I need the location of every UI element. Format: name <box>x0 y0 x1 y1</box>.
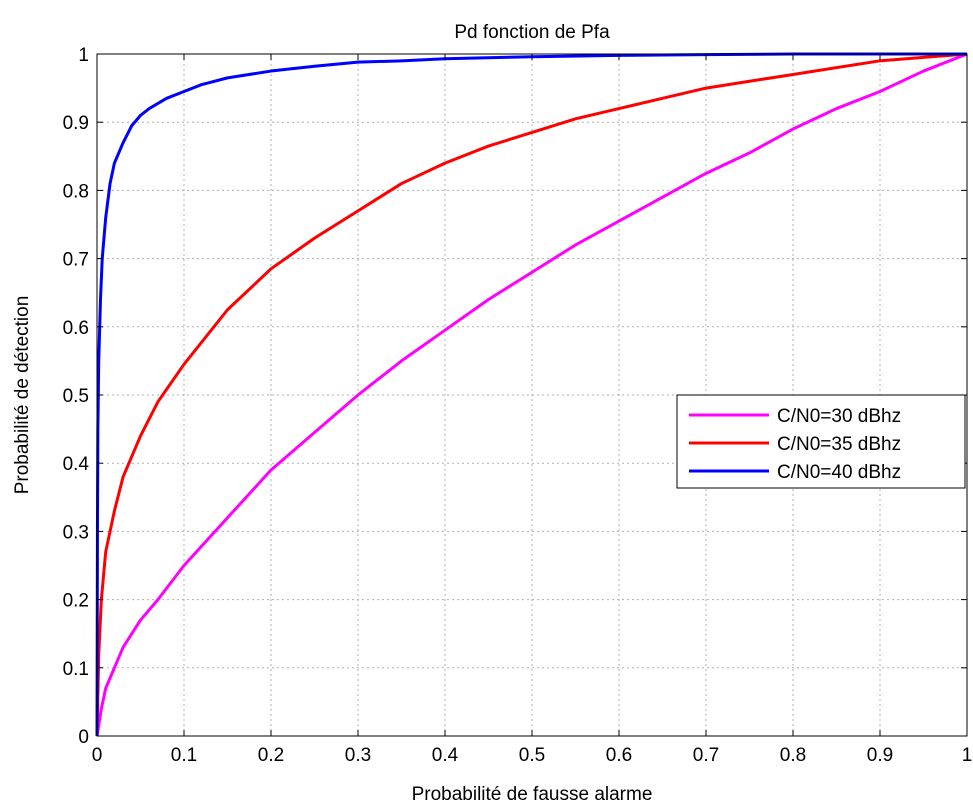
y-tick-label: 0.8 <box>63 181 89 202</box>
x-axis-label: Probabilité de fausse alarme <box>412 784 653 805</box>
x-tick-label: 0.3 <box>345 745 371 766</box>
series-group <box>95 52 968 737</box>
x-tick-label: 0.8 <box>780 745 806 766</box>
y-tick-label: 1 <box>78 45 89 66</box>
x-tick-label: 0.4 <box>432 745 459 766</box>
y-tick-label: 0.2 <box>63 591 89 612</box>
x-tick-label: 0.1 <box>171 745 197 766</box>
y-tick-label: 0.4 <box>63 454 90 475</box>
x-tick-label: 0.9 <box>867 745 893 766</box>
series-line-3 <box>95 52 967 737</box>
legend-entry-1: C/N0=30 dBhz <box>777 406 901 427</box>
y-tick-label: 0.7 <box>63 250 89 271</box>
y-tick-label: 0 <box>78 727 89 748</box>
x-tick-label: 1 <box>962 745 973 766</box>
chart-title: Pd fonction de Pfa <box>454 22 610 43</box>
legend-entry-2: C/N0=35 dBhz <box>777 434 901 455</box>
y-axis-label: Probabilité de détection <box>12 296 33 495</box>
legend-entry-3: C/N0=40 dBhz <box>777 462 901 483</box>
series-line-2 <box>95 52 968 737</box>
series-line-1 <box>95 52 968 737</box>
y-tick-label: 0.5 <box>63 386 89 407</box>
x-tick-label: 0.2 <box>258 745 284 766</box>
legend: C/N0=30 dBhz C/N0=35 dBhz C/N0=40 dBhz <box>676 394 966 489</box>
y-tick-label: 0.1 <box>63 659 89 680</box>
x-tick-label: 0 <box>92 745 103 766</box>
x-tick-label: 0.7 <box>693 745 719 766</box>
x-tick-label: 0.6 <box>606 745 632 766</box>
y-tick-label: 0.3 <box>63 522 89 543</box>
x-tick-label: 0.5 <box>519 745 545 766</box>
ticks: 0 0.1 0.2 0.3 0.4 0.5 0.6 0.7 0.8 0.9 1 0 0.1 0.2 0.3 0… <box>63 45 973 766</box>
y-tick-label: 0.6 <box>63 318 89 339</box>
y-tick-label: 0.9 <box>63 113 89 134</box>
